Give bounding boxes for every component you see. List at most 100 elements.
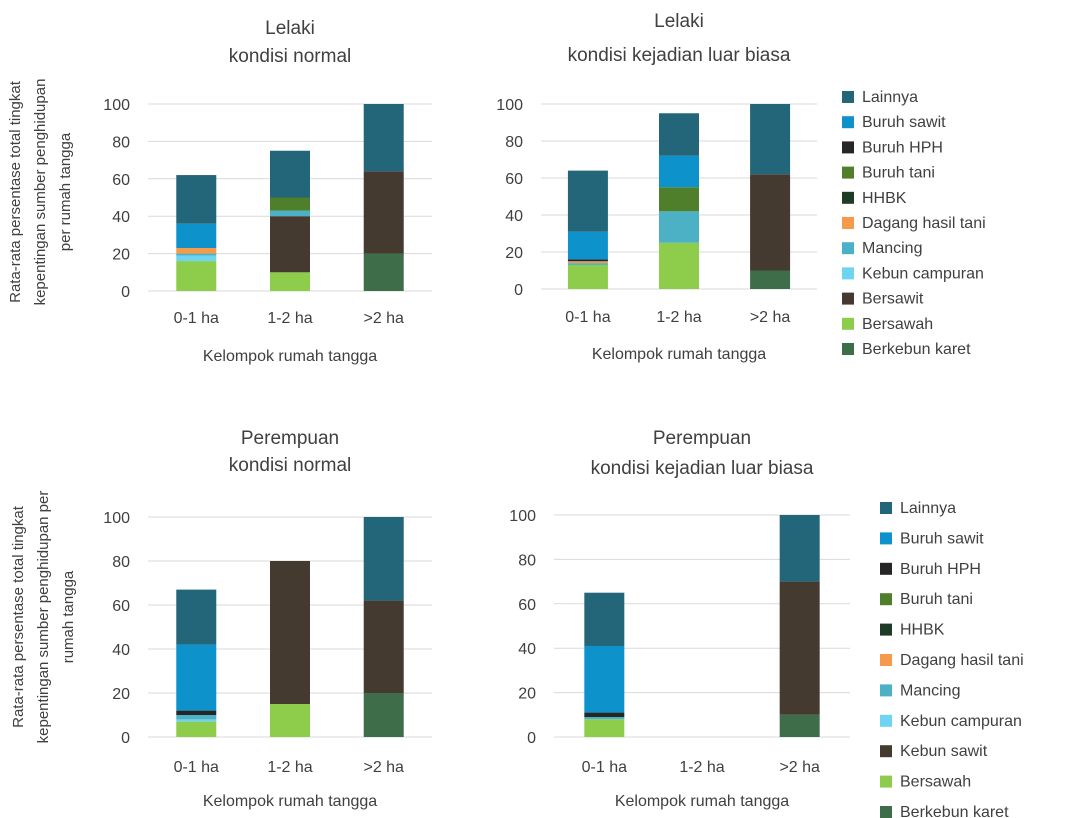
x-tick-label: 1-2 ha [656,309,701,326]
y-tick-label: 100 [496,97,523,114]
bar-segment-bersawah [270,704,310,737]
x-tick-label: 0-1 ha [582,759,627,776]
bar-segment-buruh-hph [567,259,608,262]
x-tick-label: 0-1 ha [565,309,610,326]
x-axis-label: Kelompok rumah tangga [592,346,766,363]
x-axis-label: Kelompok rumah tangga [203,793,377,810]
legend-swatch [880,684,892,697]
legend-label: Mancing [862,240,922,257]
y-tick-label: 80 [112,134,130,151]
bar-segment-bersawit [750,174,791,271]
legend-swatch [880,654,892,666]
legend-2: Lainnya Buruh sawit Buruh HPH Buruh tani HHB… [880,500,1024,818]
y-tick-label: 20 [112,686,130,703]
legend-label: Lainnya [900,500,956,517]
legend-label: Bersawah [900,774,971,791]
legend-swatch [880,623,892,636]
legend-label: Mancing [900,682,960,699]
y-tick-label: 60 [112,598,130,615]
y-tick-label: 20 [518,686,536,703]
x-tick-label: 0-1 ha [174,759,219,776]
legend-label: Bersawit [862,291,924,308]
legend-label: Buruh tani [900,591,973,608]
legend-label: Buruh sawit [862,114,946,131]
legend-swatch [842,141,854,154]
y-tick-label: 60 [518,597,536,614]
bar-segment-kebun-campuran [176,719,217,722]
bar-segment-mancing [584,717,625,720]
legend-label: Lainnya [862,89,918,106]
bar-segment-kebun-sawit [270,561,310,704]
y-tick-label: 0 [121,284,130,301]
y-tick-label: 80 [112,554,130,571]
legend-swatch [880,714,892,727]
bar-segment-berkebun-karet [779,714,820,737]
x-tick-label: 1-2 ha [267,759,312,776]
bar-segment-kebun-campuran [176,255,217,262]
y-tick-label: 40 [112,642,130,659]
bar-segment-dagang-hasil-tani [176,247,217,254]
y-axis-label-line: kepentingan sumber penghidupan [32,79,49,306]
legend-label: Dagang hasil tani [862,215,986,232]
legend-swatch [842,116,854,129]
x-tick-label: >2 ha [363,310,404,327]
chart-panel-2: 0 20 40 60 80 100 Lelaki kondisi kejadian luar … [496,11,817,363]
chart-title-line: kondisi normal [229,455,352,476]
chart-title-line: Perempuan [653,428,751,449]
legend-swatch [880,593,892,606]
legend-swatch [880,806,892,818]
chart-title-line: Lelaki [265,18,315,39]
bar-segment-bersawah [176,261,217,291]
bar-segment-lainnya [750,104,791,175]
y-tick-label: 100 [103,97,130,114]
bar-segment-buruh-sawit [584,645,625,713]
legend-swatch [842,217,854,229]
bar-segment-mancing [270,210,310,217]
bar-segment-lainnya [363,104,404,172]
chart-panel-4: 0 20 40 60 80 100 Perempuan kondisi kejadian lu… [509,428,850,810]
bar-segment-bersawah [176,721,217,737]
bar-segment-lainnya [363,517,404,601]
chart-title-line: kondisi normal [229,46,352,67]
y-tick-label: 80 [505,134,523,151]
legend-swatch [842,292,854,305]
y-tick-label: 60 [505,171,523,188]
y-tick-label: 80 [518,552,536,569]
legend-label: Kebun campuran [862,265,984,282]
y-tick-label: 40 [505,208,523,225]
y-axis-label-line: Rata-rata persentase total tingkat [10,505,27,728]
legend-swatch [880,562,892,575]
bar-segment-lainnya [659,113,699,156]
chart-title-line: kondisi kejadian luar biasa [568,45,791,66]
bar-segment-dagang-hasil-tani [567,261,608,264]
chart-title-line: Lelaki [654,11,704,32]
y-tick-label: 100 [103,510,130,527]
bar-segment-berkebun-karet [363,253,404,291]
bar-segment-mancing [176,715,217,720]
y-axis-label-line: kepentingan sumber penghidupan per [35,491,52,744]
legend-swatch [842,242,854,255]
y-tick-label: 40 [112,209,130,226]
y-tick-label: 40 [518,641,536,658]
legend-label: Dagang hasil tani [900,652,1024,669]
legend-swatch [880,775,892,788]
bar-segment-lainnya [779,515,820,582]
bar-segment-buruh-tani [659,187,699,212]
bar-segment-mancing [567,263,608,265]
chart-panel-3: 0 20 40 60 80 100 Perempuan kondisi normal 0-1 h… [10,428,432,810]
x-tick-label: 0-1 ha [174,310,219,327]
chart-title-line: kondisi kejadian luar biasa [591,458,814,479]
legend-label: Kebun sawit [900,743,988,760]
x-axis-label: Kelompok rumah tangga [615,793,789,810]
bar-segment-bersawah [584,719,625,737]
y-tick-label: 0 [527,730,536,747]
bar-segment-lainnya [176,175,217,224]
legend-swatch [842,166,854,179]
bar-segment-lainnya [584,592,625,646]
y-tick-label: 20 [112,247,130,264]
legend-label: HHBK [900,622,945,639]
bar-segment-lainnya [567,170,608,232]
bar-segment-buruh-hph [584,712,625,718]
bar-segment-bersawah [567,264,608,289]
